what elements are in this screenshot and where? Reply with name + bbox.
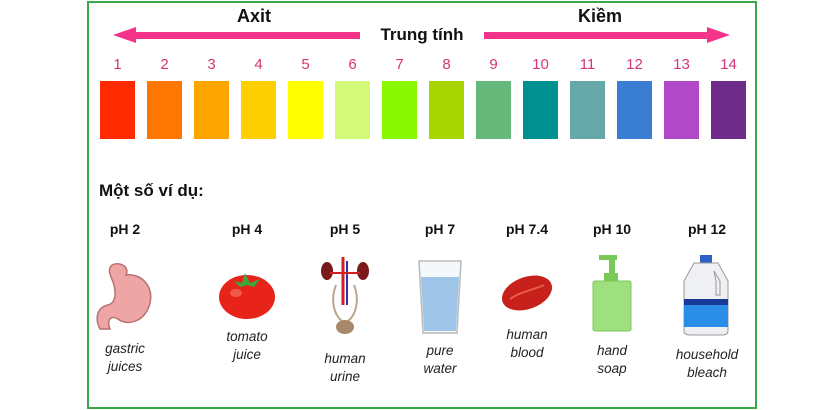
ph-swatch [100, 81, 135, 139]
example-caption: gastric [105, 341, 145, 356]
ph-value-label: pH 7.4 [505, 221, 548, 237]
acid-arrow [113, 27, 360, 43]
ph-number: 2 [160, 56, 169, 73]
ph-number: 9 [489, 56, 498, 73]
ph-swatch [147, 81, 182, 139]
ph-value-label: pH 2 [109, 221, 141, 237]
example-caption: urine [329, 369, 361, 384]
ph-value-label: pH 10 [592, 221, 632, 237]
bleach-bottle-icon [672, 255, 742, 337]
example-caption: juices [107, 359, 143, 374]
base-arrow [484, 27, 730, 43]
tomato-icon [212, 255, 282, 337]
ph-number: 5 [301, 56, 310, 73]
ph-value-label: pH 5 [329, 221, 361, 237]
ph-number: 6 [348, 56, 357, 73]
ph-number: 4 [254, 56, 263, 73]
example-caption: household [675, 347, 739, 362]
example-caption: bleach [687, 365, 727, 380]
ph-number: 13 [673, 56, 690, 73]
example-caption: blood [510, 345, 544, 360]
example-caption: juice [233, 347, 261, 362]
acid-label: Axit [236, 6, 271, 26]
diagram-frame [87, 1, 757, 409]
example-caption: human [506, 327, 548, 342]
examples-title: Một số ví dụ: [99, 181, 204, 200]
example-caption: tomato [226, 329, 268, 344]
ph-swatch [570, 81, 605, 139]
ph-value-label: pH 7 [424, 221, 456, 237]
example-caption: soap [597, 361, 627, 376]
ph-number: 8 [442, 56, 451, 73]
soap-bottle-icon [577, 255, 647, 337]
blood-cell-icon [492, 255, 562, 337]
ph-swatch [194, 81, 229, 139]
ph-swatch [711, 81, 746, 139]
ph-swatch [241, 81, 276, 139]
ph-number: 3 [207, 56, 216, 73]
example-caption: hand [596, 343, 628, 358]
ph-direction-arrows [113, 27, 730, 43]
base-label: Kiềm [577, 6, 622, 26]
ph-value-label: pH 4 [231, 221, 263, 237]
neutral-label: Trung tính [380, 25, 464, 44]
ph-swatch [335, 81, 370, 139]
urinary-system-icon [310, 255, 380, 337]
water-glass-icon [405, 255, 475, 337]
ph-swatch [523, 81, 558, 139]
ph-number: 11 [579, 56, 596, 73]
example-caption: pure [426, 343, 454, 358]
ph-swatch [288, 81, 323, 139]
ph-value-label: pH 12 [687, 221, 727, 237]
example-caption: water [423, 361, 457, 376]
ph-swatch [476, 81, 511, 139]
ph-swatch [382, 81, 417, 139]
ph-swatch [429, 81, 464, 139]
ph-number: 1 [113, 56, 122, 73]
ph-number: 7 [395, 56, 404, 73]
ph-number: 14 [720, 56, 737, 73]
example-caption: human [324, 351, 366, 366]
ph-swatch [664, 81, 699, 139]
ph-swatch [617, 81, 652, 139]
ph-number: 12 [626, 56, 643, 73]
ph-number: 10 [532, 56, 549, 73]
stomach-icon [90, 255, 160, 337]
